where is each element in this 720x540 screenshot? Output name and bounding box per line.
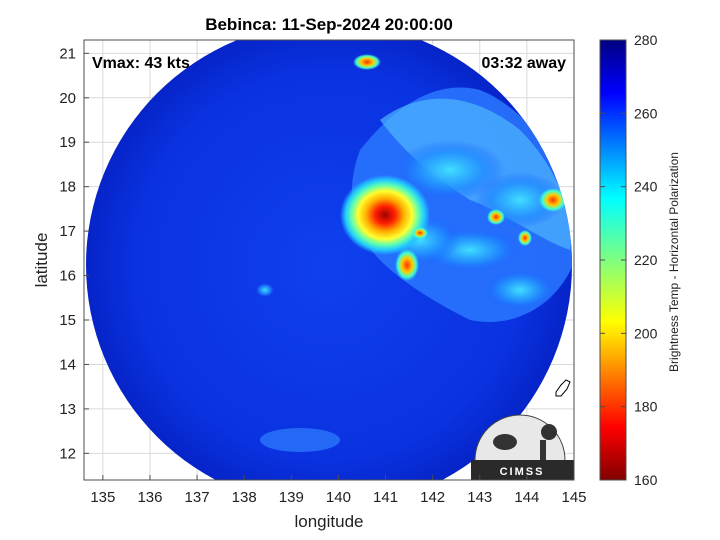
colorbar-tick-label: 220 (634, 252, 658, 268)
x-tick-label: 140 (326, 489, 351, 506)
x-axis-ticks: 135 136 137 138 139 140 141 142 143 144 145 (90, 475, 587, 506)
x-tick-label: 143 (467, 489, 492, 506)
y-tick-label: 20 (59, 90, 76, 107)
convective-cell (539, 188, 567, 212)
y-tick-label: 13 (59, 401, 76, 418)
colorbar-tick-label: 200 (634, 325, 658, 341)
colorbar-tick-label: 160 (634, 472, 658, 488)
convective-cell (256, 283, 274, 297)
x-tick-label: 137 (185, 489, 210, 506)
convective-cell (412, 227, 428, 239)
x-tick-label: 135 (90, 489, 115, 506)
y-tick-label: 14 (59, 356, 76, 373)
x-tick-label: 142 (420, 489, 445, 506)
cloud-features (256, 54, 572, 452)
logo-text: CIMSS (500, 466, 545, 478)
x-tick-label: 141 (373, 489, 398, 506)
colorbar-ticks: 160 180 200 220 240 260 280 (600, 32, 658, 488)
x-tick-label: 144 (514, 489, 539, 506)
water-tower-icon (541, 424, 557, 440)
radar-dish-icon (493, 434, 517, 450)
chart-title: Bebinca: 11-Sep-2024 20:00:00 (205, 15, 453, 34)
colorbar-label: Brightness Temp - Horizontal Polarizatio… (667, 152, 681, 372)
axes-frame (83, 39, 575, 481)
y-tick-label: 21 (59, 45, 76, 62)
convective-cell (487, 209, 505, 225)
convective-cell (395, 249, 419, 281)
x-tick-label: 138 (232, 489, 257, 506)
colorbar-tick-label: 260 (634, 105, 658, 121)
y-tick-label: 16 (59, 268, 76, 285)
colorbar-tick-label: 240 (634, 179, 658, 195)
y-tick-label: 17 (59, 223, 76, 240)
x-tick-label: 136 (137, 489, 162, 506)
vmax-label: Vmax: 43 kts (92, 55, 190, 72)
storm-core (340, 175, 430, 255)
y-tick-label: 12 (59, 445, 76, 462)
colorbar-tick-label: 180 (634, 399, 658, 415)
y-axis-ticks: 12 13 14 15 16 17 18 19 20 21 (59, 45, 89, 462)
y-axis-label: latitude (32, 233, 51, 288)
y-tick-label: 18 (59, 179, 76, 196)
y-tick-label: 15 (59, 312, 76, 329)
colorbar-tick-label: 280 (634, 32, 658, 48)
x-tick-label: 145 (561, 489, 586, 506)
y-tick-label: 19 (59, 134, 76, 151)
time-away-label: 03:32 away (481, 55, 566, 72)
x-axis-label: longitude (294, 512, 363, 531)
convective-cell (353, 54, 381, 70)
x-tick-label: 139 (279, 489, 304, 506)
island-outline (555, 379, 571, 397)
convective-cell (518, 230, 532, 246)
cimss-logo: CIMSS (471, 414, 574, 480)
